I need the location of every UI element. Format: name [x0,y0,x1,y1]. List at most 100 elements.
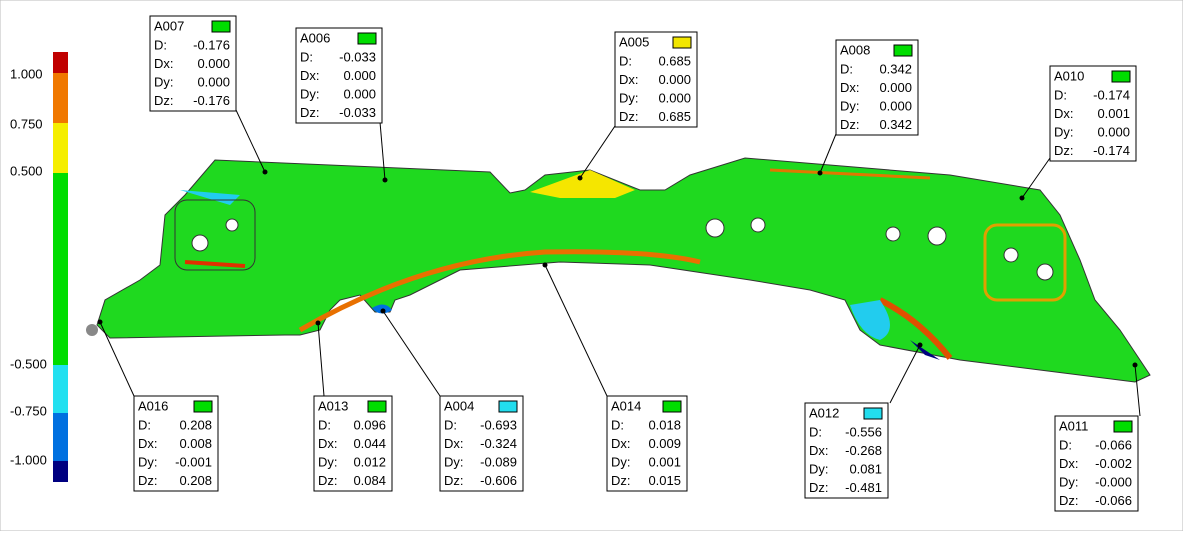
hole [750,217,766,233]
row-label: D: [318,417,331,432]
leader-point [1019,195,1025,201]
patch [86,324,98,336]
row-label: Dx: [1059,456,1079,471]
row-label: Dy: [840,98,860,113]
callout-swatch [863,407,883,420]
row-value: -0.268 [845,443,882,458]
callout-swatch [211,20,231,33]
scale-label: -0.500 [10,356,47,371]
row-value: 0.018 [648,417,681,432]
row-label: Dx: [611,436,631,451]
row-value: -0.324 [480,436,517,451]
scale-segment [53,461,68,482]
row-value: -0.033 [339,49,376,64]
row-label: Dy: [138,454,158,469]
scale-segment [53,123,68,173]
leader-line [235,109,266,173]
patch [298,249,701,333]
row-value: 0.685 [658,53,691,68]
row-value: 0.342 [879,117,912,132]
hole [225,218,239,232]
hole [927,226,947,246]
hole [191,234,209,252]
hole [1003,247,1019,263]
callout-box [149,15,237,112]
row-label: D: [154,37,167,52]
callout-name: A012 [809,405,839,420]
row-value: 0.044 [353,436,386,451]
row-value: 0.685 [658,109,691,124]
row-label: Dy: [444,454,464,469]
boss [174,199,256,271]
callout-swatch [357,32,377,45]
callout-name: A007 [154,18,184,33]
row-label: Dz: [619,109,639,124]
scale-label: -1.000 [10,452,47,467]
leader-point [577,175,583,181]
row-value: -0.066 [1095,493,1132,508]
leader-line [1021,157,1051,199]
row-label: Dx: [840,80,860,95]
row-label: Dy: [809,461,829,476]
scale-labels: 1.000 0.750 0.500 -0.500 -0.750 -1.000 [10,66,47,467]
row-value: 0.000 [658,90,691,105]
row-label: Dz: [1059,493,1079,508]
row-label: Dy: [318,454,338,469]
callout-name: A004 [444,398,474,413]
patch [180,190,240,205]
leader-point [1132,362,1138,368]
scale-segment [53,173,68,365]
scale-label: 1.000 [10,66,43,81]
row-value: -0.176 [193,37,230,52]
row-label: Dy: [300,86,320,101]
scale-label: 0.500 [10,163,43,178]
row-label: Dx: [138,436,158,451]
row-value: 0.000 [879,98,912,113]
row-value: -0.033 [339,105,376,120]
row-value: 0.009 [648,436,681,451]
row-value: 0.342 [879,61,912,76]
row-value: 0.000 [343,68,376,83]
leader-point [97,319,103,325]
leader-point [315,320,321,326]
row-label: Dy: [1059,474,1079,489]
row-label: D: [809,424,822,439]
patch [769,168,931,180]
row-label: Dy: [611,454,631,469]
row-label: Dz: [318,473,338,488]
leader-point [917,342,923,348]
row-value: -0.000 [1095,474,1132,489]
row-label: D: [444,417,457,432]
row-value: 0.084 [353,473,386,488]
leader-line [99,321,135,397]
scale-label: -0.750 [10,403,47,418]
row-label: Dy: [619,90,639,105]
row-label: D: [1054,87,1067,102]
scale-segment [53,413,68,461]
row-label: Dz: [300,105,320,120]
row-label: D: [611,417,624,432]
callout-swatch [1113,420,1133,433]
scale-label: 0.750 [10,116,43,131]
callout-swatch [498,400,518,413]
callout-name: A010 [1054,68,1084,83]
row-label: Dz: [444,473,464,488]
row-label: Dz: [138,473,158,488]
row-value: -0.176 [193,93,230,108]
leader-line [317,322,325,397]
leader-line [379,121,386,181]
leader-line [579,125,616,179]
row-value: 0.008 [179,436,212,451]
row-value: -0.001 [175,454,212,469]
row-value: 0.001 [648,454,681,469]
callout-swatch [672,36,692,49]
row-value: 0.000 [197,56,230,71]
row-value: -0.002 [1095,456,1132,471]
row-label: Dz: [611,473,631,488]
patch [850,300,890,340]
row-label: D: [1059,437,1072,452]
callout-name: A013 [318,398,348,413]
row-value: 0.000 [658,72,691,87]
patch [184,260,246,268]
